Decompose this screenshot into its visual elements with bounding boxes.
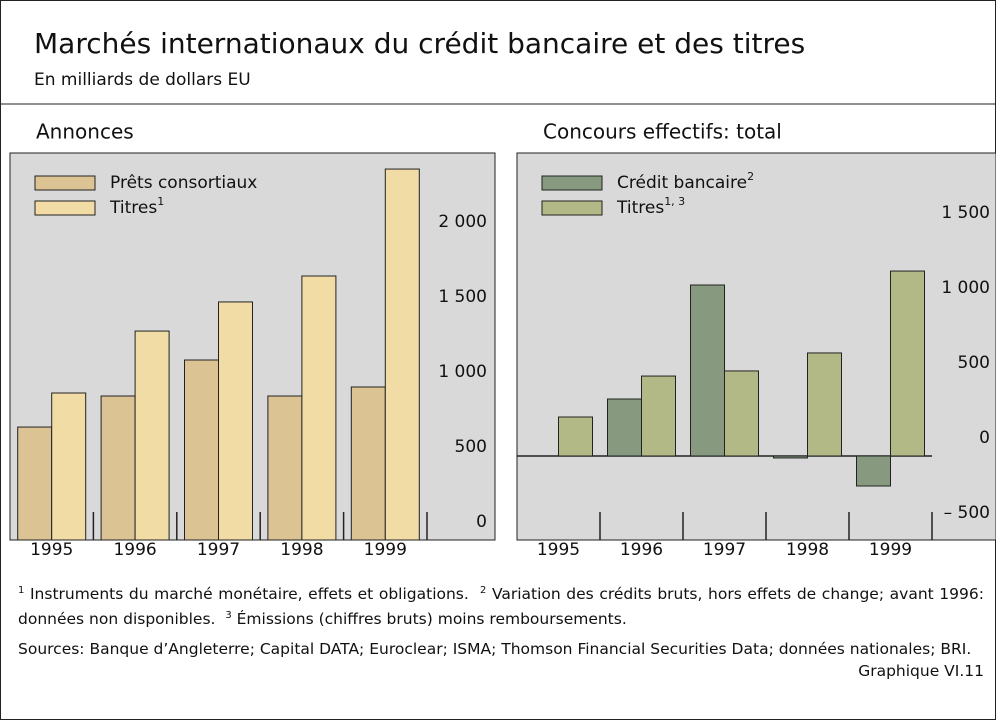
- bar: [807, 352, 842, 457]
- notes: 1 Instruments du marché monétaire, effet…: [18, 580, 984, 682]
- sources-block: Sources: Banque d’Angleterre; Capital DA…: [18, 638, 984, 680]
- legend-name: Crédit bancaire: [617, 173, 747, 193]
- bar: [218, 301, 253, 541]
- y-tick-label: 1 000: [438, 362, 487, 382]
- legend-name: Prêts consortiaux: [110, 173, 257, 193]
- y-tick-label: 500: [958, 353, 990, 373]
- x-tick-label: 1998: [280, 540, 323, 560]
- bar: [134, 330, 170, 541]
- x-tick-label: 1995: [537, 540, 580, 560]
- x-tick-label: 1996: [620, 540, 663, 560]
- bar: [267, 395, 303, 541]
- footnotes: 1 Instruments du marché monétaire, effet…: [18, 580, 984, 630]
- footnote-mark: 2: [479, 585, 487, 596]
- footnote: Émissions (chiffres bruts) moins rembour…: [236, 610, 627, 629]
- panel-title: Concours effectifs: total: [543, 120, 782, 144]
- bar: [690, 284, 725, 457]
- y-tick-label: 500: [455, 437, 487, 457]
- bar: [301, 275, 337, 541]
- legend-label: Titres1: [109, 195, 164, 218]
- bar: [350, 386, 386, 541]
- y-tick-label: 1 500: [438, 287, 487, 307]
- x-tick-label: 1997: [703, 540, 746, 560]
- legend-swatch: [34, 200, 96, 216]
- sources: Sources: Banque d’Angleterre; Capital DA…: [18, 640, 972, 659]
- x-tick-label: 1998: [786, 540, 829, 560]
- legend-name: Titres: [616, 198, 664, 218]
- legend-note: 1, 3: [664, 195, 685, 208]
- bar: [558, 416, 593, 457]
- footnote-mark: 1: [18, 585, 25, 596]
- legend-note: 2: [747, 170, 754, 183]
- legend-swatch: [34, 175, 96, 191]
- bar: [384, 168, 420, 541]
- x-tick-label: 1999: [869, 540, 912, 560]
- footnote-mark: 3: [225, 610, 232, 622]
- y-tick-label: – 500: [944, 503, 990, 523]
- panel-title: Annonces: [36, 120, 134, 144]
- figure-title: Marchés internationaux du crédit bancair…: [34, 27, 805, 60]
- legend-swatch: [541, 175, 603, 191]
- legend-swatch: [541, 200, 603, 216]
- y-tick-label: 0: [476, 512, 487, 532]
- legend-note: 1: [157, 195, 164, 208]
- x-tick-label: 1995: [30, 540, 73, 560]
- legend-name: Titres: [109, 198, 157, 218]
- figure-subtitle: En milliards de dollars EU: [34, 70, 251, 90]
- bar: [184, 359, 219, 541]
- bar: [724, 370, 759, 457]
- footnote: Variation des crédits bruts, hors effets…: [18, 585, 984, 629]
- y-tick-label: 0: [979, 428, 990, 448]
- x-tick-label: 1996: [113, 540, 156, 560]
- bar: [890, 270, 925, 457]
- y-tick-label: 1 500: [941, 203, 990, 223]
- figure-label: Graphique VI.11: [858, 662, 984, 681]
- bar: [607, 398, 642, 457]
- x-tick-label: 1999: [364, 540, 407, 560]
- y-tick-label: 1 000: [941, 278, 990, 298]
- bar: [773, 455, 808, 459]
- legend-label: Titres1, 3: [616, 195, 685, 218]
- y-tick-label: 2 000: [438, 212, 487, 232]
- legend-label: Crédit bancaire2: [617, 170, 754, 193]
- bar: [856, 455, 891, 487]
- legend-label: Prêts consortiaux: [110, 173, 257, 193]
- footnote: Instruments du marché monétaire, effets …: [29, 585, 469, 604]
- x-tick-label: 1997: [197, 540, 240, 560]
- bar: [100, 395, 136, 541]
- bar: [17, 426, 53, 541]
- bar: [641, 375, 676, 457]
- bar: [51, 392, 87, 541]
